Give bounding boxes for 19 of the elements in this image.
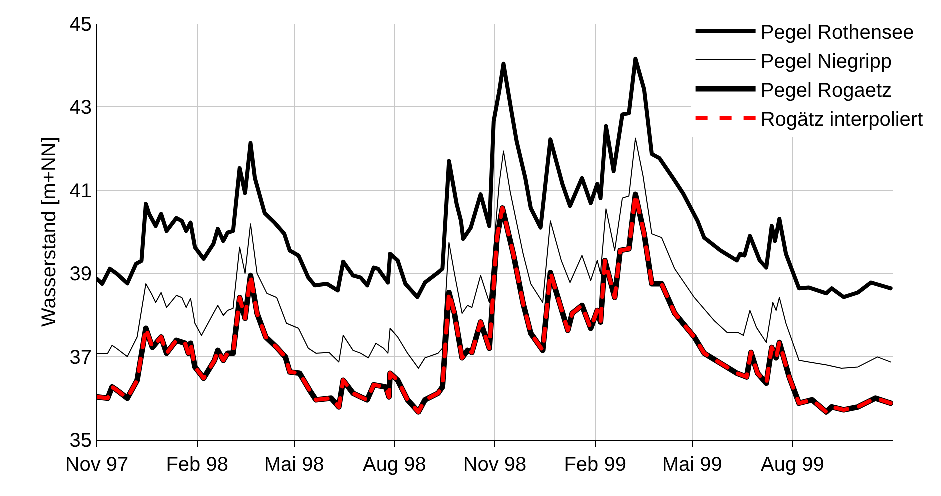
x-tick-label: Feb 98: [166, 454, 228, 476]
x-tick-label: Mai 98: [264, 454, 324, 476]
legend-label: Rogätz interpoliert: [760, 108, 924, 131]
x-tick-label: Aug 98: [362, 454, 426, 476]
y-axis-title: Wasserstand [m+NN]: [38, 137, 60, 327]
legend-label: Pegel Niegripp: [760, 50, 892, 73]
x-tick-label: Aug 99: [760, 454, 824, 476]
y-tick-label: 45: [70, 14, 92, 36]
x-tick-label: Mai 99: [662, 454, 722, 476]
x-tick-label: Nov 97: [65, 454, 129, 476]
y-tick-label: 43: [70, 97, 92, 120]
legend-label: Pegel Rogaetz: [760, 80, 892, 102]
y-tick-label: 35: [70, 430, 92, 452]
y-tick-label: 41: [70, 180, 92, 202]
legend-label: Pegel Rothensee: [760, 22, 914, 44]
x-tick-label: Feb 99: [564, 454, 626, 476]
y-tick-label: 37: [70, 346, 92, 369]
x-tick-label: Nov 98: [463, 454, 527, 476]
y-tick-label: 39: [70, 264, 92, 286]
